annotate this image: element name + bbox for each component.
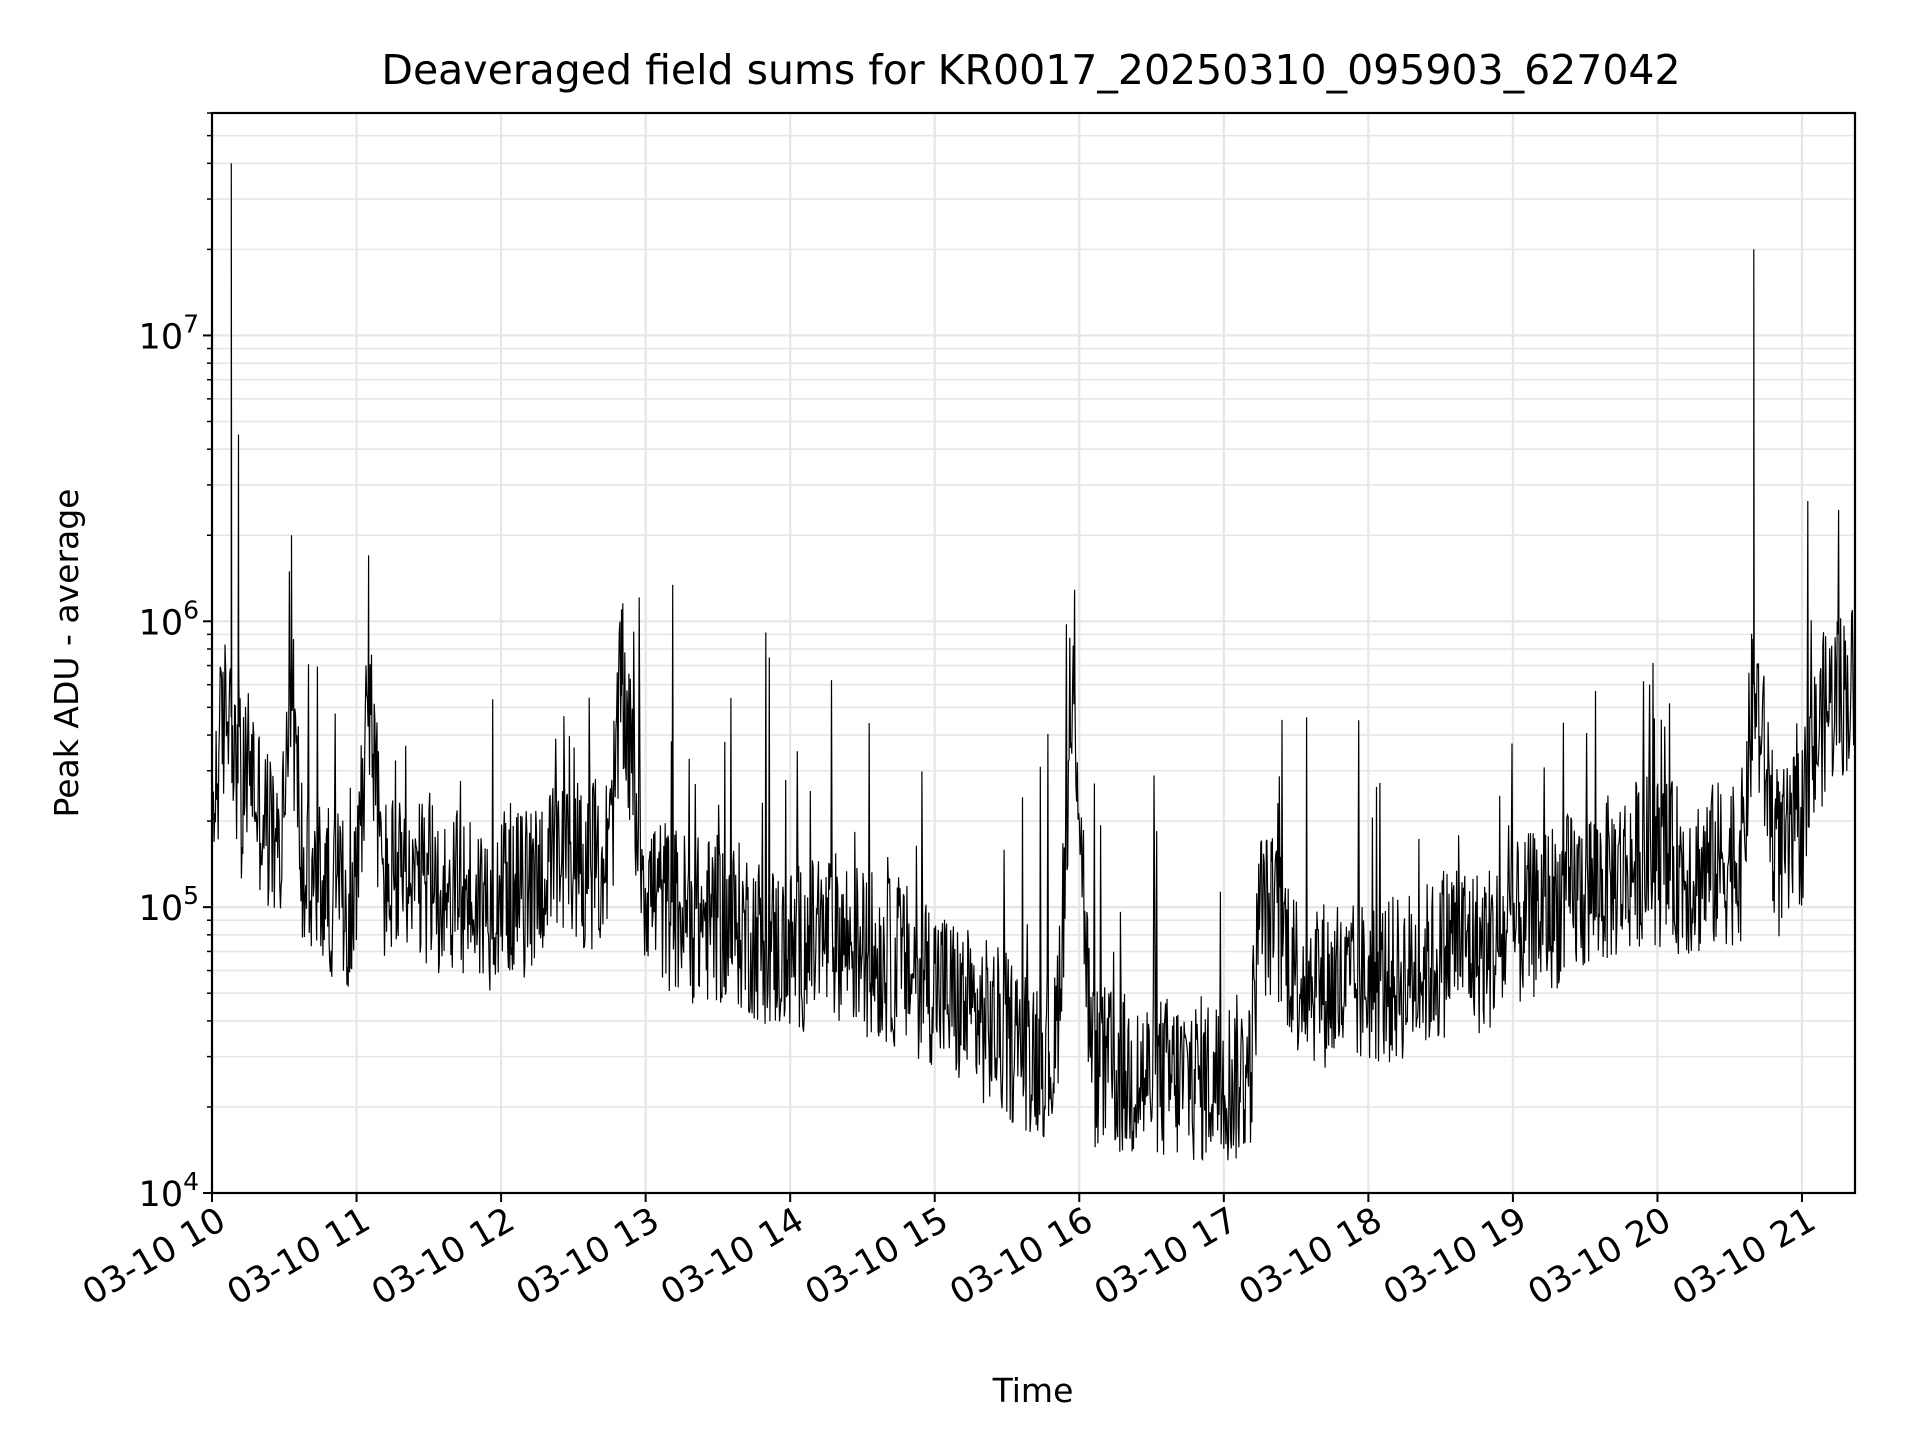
series-line (211, 163, 1856, 1162)
x-axis-label: Time (992, 1371, 1074, 1410)
x-tick-label: 03-10 13 (510, 1200, 666, 1313)
y-tick-label: 105 (139, 881, 199, 929)
data-layer (211, 163, 1856, 1162)
x-tick-label: 03-10 15 (799, 1200, 955, 1313)
y-tick-label: 106 (139, 595, 199, 643)
x-tick-label: 03-10 10 (76, 1200, 232, 1313)
plot-frame (210, 111, 1857, 1195)
x-tick-label: 03-10 12 (365, 1200, 521, 1313)
x-tick-label: 03-10 17 (1088, 1200, 1244, 1313)
x-tick-label: 03-10 16 (943, 1200, 1099, 1313)
x-tick-label: 03-10 21 (1666, 1200, 1822, 1313)
y-tick-label: 104 (139, 1167, 199, 1215)
x-tick-label: 03-10 14 (654, 1200, 810, 1313)
x-tick-label: 03-10 11 (221, 1200, 377, 1313)
chart-title: Deaveraged field sums for KR0017_2025031… (381, 46, 1680, 94)
y-axis-label: Peak ADU - average (47, 489, 86, 818)
x-tick-label: 03-10 19 (1377, 1200, 1533, 1313)
x-tick-label: 03-10 20 (1522, 1200, 1678, 1313)
x-tick-label: 03-10 18 (1233, 1200, 1389, 1313)
y-tick-label: 107 (139, 309, 199, 357)
y-axis: 104 105 106 107 (139, 112, 212, 1215)
